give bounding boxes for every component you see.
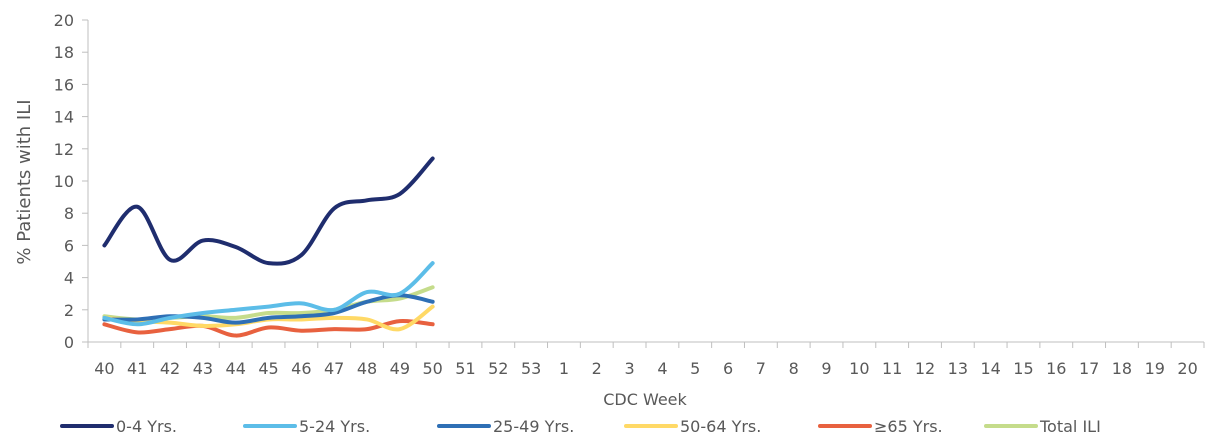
x-tick-label: 52 <box>488 359 508 378</box>
series-line-5-24-yrs <box>102 261 435 327</box>
legend-item: ≥65 Yrs. <box>818 416 943 436</box>
x-tick-label: 9 <box>821 359 831 378</box>
legend-item: 50-64 Yrs. <box>624 416 761 436</box>
x-tick-label: 44 <box>226 359 246 378</box>
x-axis-title: CDC Week <box>603 390 687 409</box>
legend-item: 25-49 Yrs. <box>437 416 574 436</box>
legend-swatch <box>243 424 297 428</box>
legend-swatch <box>818 424 872 428</box>
x-tick-label: 1 <box>559 359 569 378</box>
legend-label: 50-64 Yrs. <box>680 416 762 436</box>
x-tick-label: 6 <box>723 359 733 378</box>
legend-item: Total ILI <box>984 416 1101 436</box>
x-tick-label: 15 <box>1013 359 1033 378</box>
x-tick-label: 50 <box>422 359 442 378</box>
x-tick-label: 18 <box>1112 359 1132 378</box>
legend-swatch <box>437 424 491 428</box>
x-tick-label: 45 <box>258 359 278 378</box>
x-tick-label: 20 <box>1177 359 1197 378</box>
x-tick-label: 12 <box>915 359 935 378</box>
legend-label: 25-49 Yrs. <box>493 416 575 436</box>
x-tick-label: 17 <box>1079 359 1099 378</box>
x-tick-label: 49 <box>390 359 410 378</box>
series-line-25-49-yrs <box>102 293 435 325</box>
y-tick-label: 2 <box>64 301 74 320</box>
x-tick-label: 42 <box>160 359 180 378</box>
x-axis: 40 41 42 43 44 45 46 47 48 49 50 51 52 53 1 2 3 4 5 6 7 8 9 10 1… <box>87 341 1205 378</box>
x-tick-label: 46 <box>291 359 311 378</box>
legend-label: 5-24 Yrs. <box>299 416 371 436</box>
y-tick-label: 16 <box>54 75 74 94</box>
x-tick-label: 13 <box>948 359 968 378</box>
y-tick-label: 18 <box>54 43 74 62</box>
x-tick-label: 8 <box>789 359 799 378</box>
x-tick-label: 43 <box>193 359 213 378</box>
y-tick-label: 20 <box>54 11 74 30</box>
x-tick-label: 7 <box>756 359 766 378</box>
x-tick-label: 51 <box>455 359 475 378</box>
series-line-0-4-yrs <box>102 156 435 266</box>
x-tick-label: 5 <box>690 359 700 378</box>
y-axis: 0 2 4 6 8 10 12 14 16 18 20 <box>54 11 89 352</box>
y-tick-label: 6 <box>64 236 74 255</box>
legend-label: 0-4 Yrs. <box>116 416 177 436</box>
x-tick-label: 3 <box>624 359 634 378</box>
x-tick-label: 16 <box>1046 359 1066 378</box>
x-tick-label: 19 <box>1145 359 1165 378</box>
y-tick-label: 10 <box>54 172 74 191</box>
x-tick-label: 41 <box>127 359 147 378</box>
legend-label: ≥65 Yrs. <box>874 416 943 436</box>
y-tick-label: 0 <box>64 333 74 352</box>
y-axis-title: % Patients with ILI <box>14 99 35 264</box>
y-tick-label: 4 <box>64 269 74 288</box>
x-tick-label: 48 <box>357 359 377 378</box>
legend-label: Total ILI <box>1040 416 1101 436</box>
x-tick-label: 10 <box>849 359 869 378</box>
x-tick-label: 53 <box>521 359 541 378</box>
x-tick-label: 11 <box>882 359 902 378</box>
legend: 0-4 Yrs. 5-24 Yrs. 25-49 Yrs. 50-64 Yrs. ≥65… <box>0 416 1207 436</box>
legend-item: 0-4 Yrs. <box>60 416 177 436</box>
y-tick-label: 14 <box>54 108 74 127</box>
legend-swatch <box>60 424 114 428</box>
x-tick-label: 40 <box>94 359 114 378</box>
legend-item: 5-24 Yrs. <box>243 416 370 436</box>
x-tick-label: 47 <box>324 359 344 378</box>
x-tick-label: 14 <box>980 359 1000 378</box>
y-tick-label: 8 <box>64 204 74 223</box>
legend-swatch <box>984 424 1038 428</box>
legend-swatch <box>624 424 678 428</box>
x-tick-label: 2 <box>592 359 602 378</box>
x-tick-label: 4 <box>657 359 667 378</box>
y-tick-label: 12 <box>54 140 74 159</box>
series-line-ge65-yrs <box>102 318 435 338</box>
series-layer <box>102 156 435 338</box>
